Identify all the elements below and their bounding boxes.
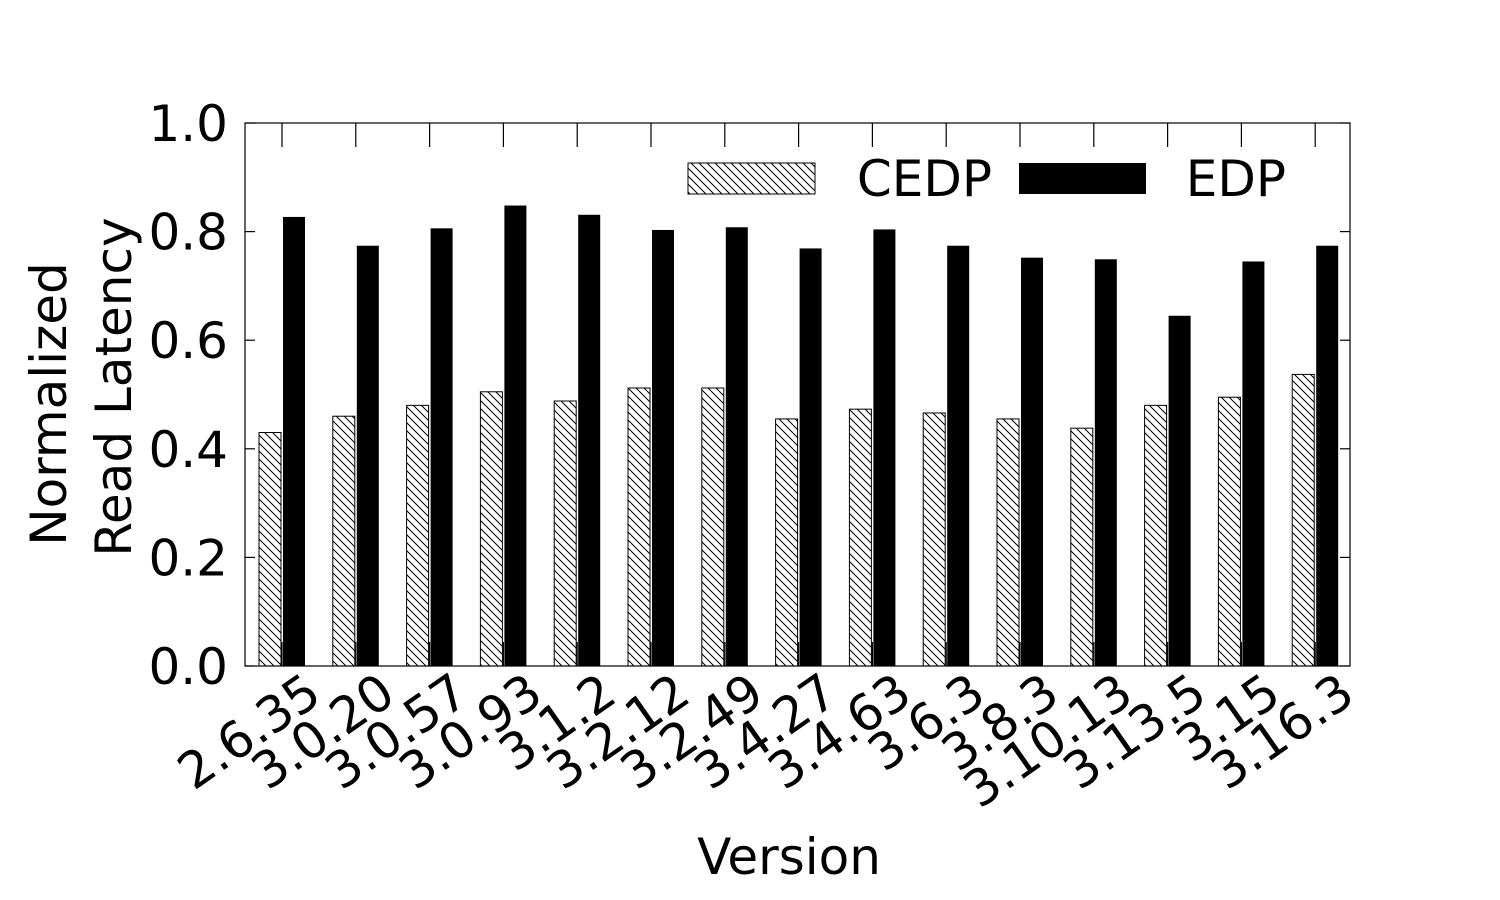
legend-label-cedp: CEDP bbox=[857, 150, 992, 208]
bar-cedp bbox=[332, 415, 356, 667]
y-tick-label: 0.8 bbox=[148, 204, 228, 262]
bar-edp bbox=[504, 205, 527, 666]
legend-label-edp: EDP bbox=[1186, 150, 1286, 208]
bar-cedp bbox=[996, 418, 1020, 667]
bar-cedp bbox=[922, 412, 946, 667]
bar-edp bbox=[430, 228, 453, 667]
y-axis-label-line1: Normalized bbox=[20, 262, 78, 546]
bar-edp bbox=[799, 248, 822, 667]
y-axis-label-group: Normalized Read Latency bbox=[20, 217, 143, 556]
bar-edp bbox=[283, 216, 305, 666]
y-axis-ticks: 0.0 0.2 0.4 0.6 0.8 1.0 bbox=[148, 95, 1350, 696]
bar-cedp bbox=[479, 391, 503, 667]
bar-edp bbox=[652, 229, 674, 666]
y-axis-label-line2: Read Latency bbox=[85, 217, 143, 556]
y-tick-label: 0.6 bbox=[148, 312, 228, 370]
bar-cedp bbox=[1144, 404, 1168, 667]
bar-cedp bbox=[627, 387, 651, 667]
bar-edp bbox=[578, 214, 601, 666]
y-tick-label: 0.0 bbox=[148, 638, 228, 696]
bar-edp bbox=[725, 227, 748, 667]
legend-swatch-cedp bbox=[687, 162, 816, 195]
bars-group bbox=[258, 205, 1339, 667]
bar-cedp bbox=[1070, 427, 1094, 667]
bar-cedp bbox=[553, 400, 577, 667]
bar-edp bbox=[947, 245, 970, 666]
x-axis-label: Version bbox=[697, 828, 881, 886]
legend-swatch-edp bbox=[1019, 163, 1146, 194]
legend: CEDP EDP bbox=[687, 150, 1286, 208]
bar-cedp bbox=[775, 418, 799, 667]
bar-edp bbox=[1242, 261, 1265, 666]
bar-cedp bbox=[701, 387, 725, 667]
plot-frame bbox=[244, 122, 1351, 667]
y-tick-label: 1.0 bbox=[148, 95, 228, 153]
bar-cedp bbox=[406, 404, 430, 667]
bar-edp bbox=[356, 245, 379, 666]
bar-cedp bbox=[1217, 396, 1241, 667]
bar-edp bbox=[1316, 245, 1339, 666]
y-tick-label: 0.2 bbox=[148, 529, 228, 587]
bar-edp bbox=[1094, 259, 1117, 666]
bar-edp bbox=[873, 229, 896, 667]
bar-cedp bbox=[848, 408, 872, 667]
y-tick-label: 0.4 bbox=[148, 421, 228, 479]
bar-edp bbox=[1021, 257, 1043, 666]
bar-edp bbox=[1168, 315, 1191, 666]
bar-cedp bbox=[258, 432, 282, 667]
bar-cedp bbox=[1291, 373, 1315, 667]
